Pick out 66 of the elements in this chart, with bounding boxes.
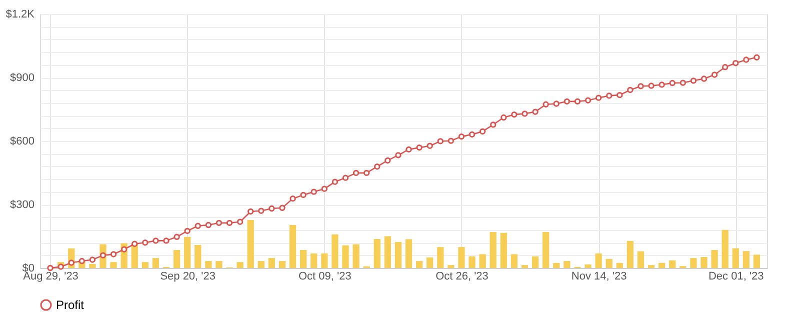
bar <box>722 230 728 268</box>
bar <box>332 234 338 268</box>
bar <box>690 258 697 268</box>
x-tick-label: Aug 29, '23 <box>23 270 78 282</box>
bar <box>173 250 180 268</box>
y-tick-label: $600 <box>10 136 34 148</box>
bar <box>753 254 760 268</box>
bar <box>700 256 708 268</box>
bar <box>278 261 286 268</box>
bar <box>616 262 623 268</box>
bar <box>394 242 402 268</box>
bar <box>648 265 655 268</box>
bar <box>426 257 434 268</box>
legend-label: Profit <box>56 298 85 312</box>
bar <box>342 245 349 268</box>
bar <box>626 240 634 268</box>
bar <box>374 239 380 268</box>
bar <box>542 232 550 268</box>
bar <box>595 253 602 268</box>
bar <box>521 265 528 268</box>
bar <box>184 236 191 268</box>
bar <box>564 261 570 268</box>
bar <box>194 244 202 268</box>
bar <box>448 265 454 268</box>
bar <box>247 220 254 268</box>
bar <box>416 261 423 268</box>
bar <box>300 250 307 268</box>
bar <box>289 225 296 268</box>
bar <box>584 264 592 268</box>
bar <box>606 258 612 268</box>
bar <box>510 254 518 268</box>
bar <box>384 236 391 268</box>
bar <box>742 251 750 268</box>
bar <box>310 253 318 268</box>
x-tick-label: Sep 20, '23 <box>160 270 216 282</box>
bar <box>205 261 212 268</box>
x-tick-label: Oct 26, '23 <box>436 270 488 282</box>
bar <box>352 244 360 268</box>
x-tick-label: Dec 01, '23 <box>708 270 764 282</box>
bar <box>142 262 148 268</box>
bar <box>669 260 676 268</box>
bar <box>405 239 412 268</box>
bar <box>658 262 666 268</box>
bar <box>152 258 160 268</box>
bar <box>236 262 244 268</box>
bar <box>637 251 644 268</box>
bar <box>458 247 465 268</box>
bar <box>468 256 476 268</box>
bar <box>553 262 560 268</box>
bar <box>500 232 507 268</box>
bar <box>268 258 276 268</box>
y-tick-label: $300 <box>10 199 34 211</box>
bar <box>258 261 264 268</box>
bar <box>437 247 444 268</box>
bar <box>110 262 117 268</box>
bar <box>479 254 486 268</box>
bar <box>216 261 222 268</box>
bar <box>732 248 739 268</box>
bar <box>321 253 328 268</box>
bar <box>490 232 496 268</box>
y-tick-label: $900 <box>10 72 34 84</box>
x-tick-label: Oct 09, '23 <box>298 270 352 282</box>
bar <box>711 250 718 268</box>
y-tick-label: $1.2K <box>6 8 36 20</box>
x-tick-label: Nov 14, '23 <box>571 270 627 282</box>
bar <box>532 256 539 268</box>
